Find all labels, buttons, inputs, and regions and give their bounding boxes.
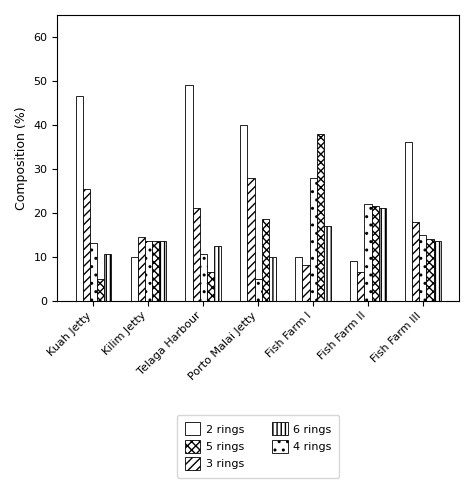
Bar — [76, 96, 83, 301]
Bar — [324, 226, 331, 301]
Bar — [137, 237, 145, 301]
Bar — [240, 125, 247, 301]
Bar — [357, 272, 365, 301]
Bar — [97, 279, 104, 301]
Bar — [159, 241, 166, 301]
Bar — [419, 234, 427, 301]
Bar — [130, 257, 137, 301]
Bar — [214, 245, 221, 301]
Bar — [200, 255, 207, 301]
Bar — [405, 142, 412, 301]
Bar — [207, 272, 214, 301]
Bar — [372, 206, 379, 301]
Bar — [412, 221, 419, 301]
Bar — [255, 279, 262, 301]
Bar — [427, 239, 434, 301]
Y-axis label: Composition (%): Composition (%) — [15, 106, 28, 209]
Bar — [262, 219, 269, 301]
Bar — [295, 257, 302, 301]
Bar — [83, 188, 90, 301]
Bar — [310, 177, 317, 301]
Bar — [379, 208, 386, 301]
Bar — [104, 255, 111, 301]
Bar — [302, 266, 310, 301]
Bar — [185, 85, 192, 301]
Bar — [192, 208, 200, 301]
Bar — [365, 204, 372, 301]
Bar — [269, 257, 276, 301]
Bar — [152, 241, 159, 301]
Bar — [145, 241, 152, 301]
Bar — [247, 177, 255, 301]
Bar — [90, 243, 97, 301]
Legend: 2 rings, 5 rings, 3 rings, 6 rings, 4 rings: 2 rings, 5 rings, 3 rings, 6 rings, 4 ri… — [177, 415, 339, 477]
Bar — [317, 134, 324, 301]
Bar — [434, 241, 441, 301]
Bar — [350, 261, 357, 301]
